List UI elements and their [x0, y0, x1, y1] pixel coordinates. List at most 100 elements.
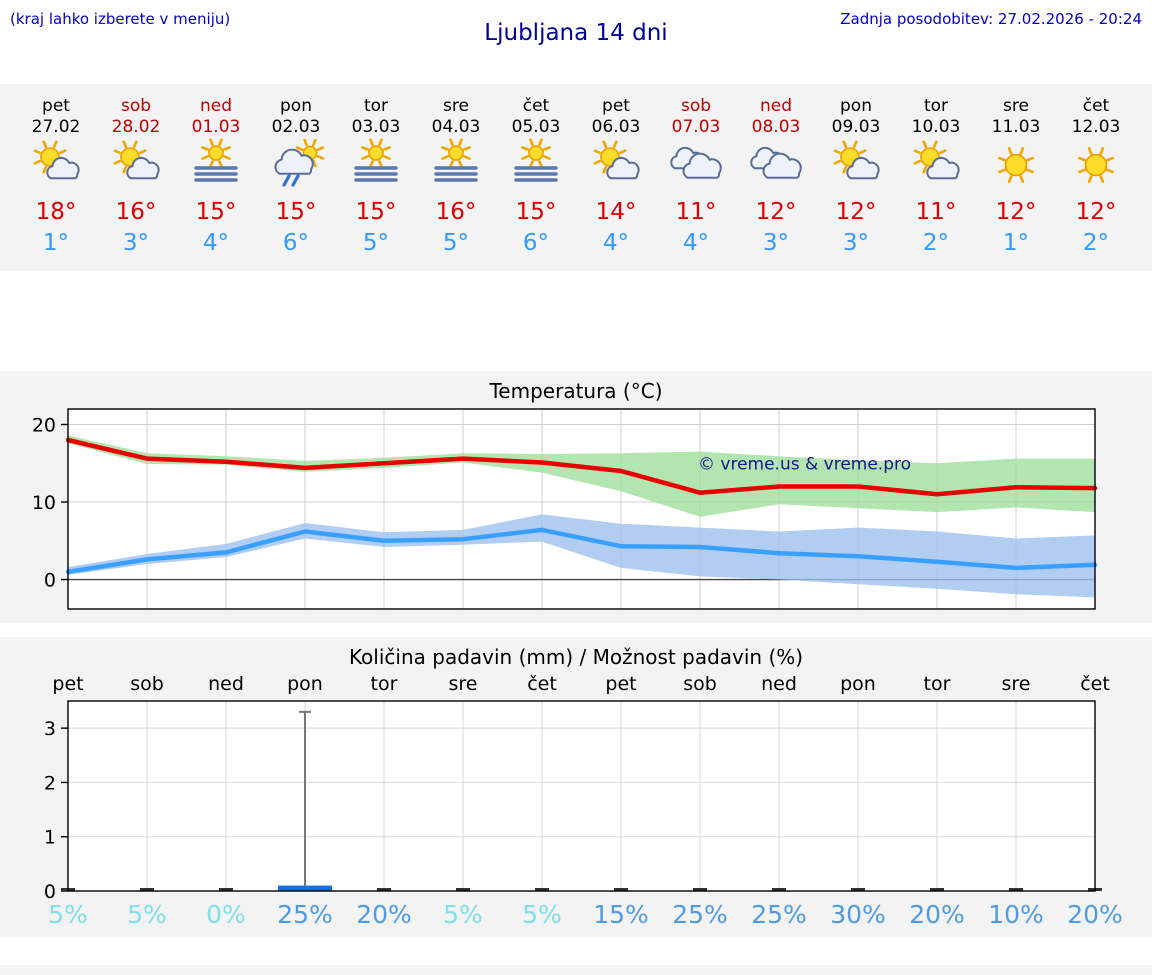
sun-icon	[1056, 141, 1136, 193]
temperature-chart: 0 10 20 © vreme.us & vreme.pro	[32, 408, 1098, 610]
footer-strip	[0, 965, 1152, 975]
day-column[interactable]: sre 11.03 12° 1°	[976, 96, 1056, 257]
svg-text:25%: 25%	[751, 900, 807, 929]
svg-text:5%: 5%	[522, 900, 562, 929]
day-name: pet	[602, 96, 630, 116]
svg-text:© vreme.us & vreme.pro: © vreme.us & vreme.pro	[698, 455, 911, 475]
svg-text:5%: 5%	[127, 900, 167, 929]
day-name: pet	[42, 96, 70, 116]
svg-text:30%: 30%	[830, 900, 886, 929]
day-name: čet	[522, 96, 550, 116]
svg-text:pet: pet	[52, 673, 83, 695]
day-max-temp: 18°	[35, 199, 77, 225]
svg-text:20%: 20%	[1067, 900, 1123, 929]
last-updated: Zadnja posodobitev: 27.02.2026 - 20:24	[840, 10, 1142, 28]
day-name: sre	[1003, 96, 1029, 116]
svg-text:tor: tor	[924, 673, 951, 695]
svg-text:10%: 10%	[988, 900, 1044, 929]
day-min-temp: 3°	[842, 230, 870, 256]
sun-fog-icon	[336, 138, 416, 193]
day-max-temp: 12°	[755, 199, 797, 225]
day-min-temp: 1°	[1002, 230, 1030, 256]
svg-text:0: 0	[44, 570, 56, 592]
day-min-temp: 2°	[922, 230, 950, 256]
day-date: 09.03	[831, 117, 881, 137]
svg-text:pon: pon	[287, 673, 323, 695]
day-column[interactable]: sob 07.03 11° 4°	[656, 96, 736, 257]
day-date: 28.02	[111, 117, 161, 137]
day-date: 01.03	[191, 117, 241, 137]
day-min-temp: 5°	[362, 230, 390, 256]
sun-fog-icon	[496, 138, 576, 193]
svg-text:pon: pon	[840, 673, 876, 695]
day-column[interactable]: pet 06.03 14° 4°	[576, 96, 656, 257]
day-date: 05.03	[511, 117, 561, 137]
day-date: 06.03	[591, 117, 641, 137]
svg-text:čet: čet	[527, 673, 557, 695]
svg-text:0: 0	[44, 881, 56, 903]
day-max-temp: 15°	[515, 199, 557, 225]
day-max-temp: 12°	[995, 199, 1037, 225]
day-column[interactable]: tor 03.03 15° 5°	[336, 96, 416, 257]
svg-text:sob: sob	[130, 673, 164, 695]
svg-text:5%: 5%	[443, 900, 483, 929]
sun-cloud-icon	[576, 140, 656, 193]
day-column[interactable]: sob 28.02 16° 3°	[96, 96, 176, 257]
top-bar: (kraj lahko izberete v meniju) Ljubljana…	[0, 0, 1152, 84]
svg-text:ned: ned	[208, 673, 244, 695]
day-min-temp: 6°	[282, 230, 310, 256]
day-column[interactable]: pet 27.02 18° 1°	[16, 96, 96, 257]
precip-chart-title: Količina padavin (mm) / Možnost padavin …	[348, 645, 804, 669]
sun-rain-icon	[256, 138, 336, 193]
svg-text:2: 2	[44, 772, 56, 794]
day-name: sre	[443, 96, 469, 116]
day-min-temp: 3°	[762, 230, 790, 256]
day-date: 04.03	[431, 117, 481, 137]
svg-text:pet: pet	[605, 673, 636, 695]
day-max-temp: 11°	[915, 199, 957, 225]
svg-text:25%: 25%	[277, 900, 333, 929]
page-title: Ljubljana 14 dni	[484, 20, 668, 46]
svg-text:0%: 0%	[206, 900, 246, 929]
temperature-chart-title: Temperatura (°C)	[489, 379, 663, 403]
day-column[interactable]: pon 09.03 12° 3°	[816, 96, 896, 257]
sun-icon	[976, 141, 1056, 193]
day-name: tor	[363, 96, 389, 116]
day-date: 12.03	[1071, 117, 1121, 137]
sun-fog-icon	[176, 138, 256, 193]
svg-text:15%: 15%	[593, 900, 649, 929]
day-min-temp: 4°	[202, 230, 230, 256]
day-max-temp: 16°	[115, 199, 157, 225]
day-date: 02.03	[271, 117, 321, 137]
day-min-temp: 5°	[442, 230, 470, 256]
sun-cloud-icon	[816, 140, 896, 193]
day-column[interactable]: tor 10.03 11° 2°	[896, 96, 976, 257]
day-name: pon	[840, 96, 872, 116]
day-name: čet	[1082, 96, 1110, 116]
day-name: ned	[759, 96, 793, 116]
day-column[interactable]: pon 02.03 15° 6°	[256, 96, 336, 257]
day-column[interactable]: ned 08.03 12° 3°	[736, 96, 816, 257]
forecast-strip: pet 27.02 18° 1° sob 28.02 16° 3° ned 01.03 15° 4° p…	[0, 84, 1152, 271]
svg-text:5%: 5%	[48, 900, 88, 929]
day-name: pon	[280, 96, 312, 116]
day-max-temp: 11°	[675, 199, 717, 225]
day-max-temp: 16°	[435, 199, 477, 225]
svg-text:20%: 20%	[909, 900, 965, 929]
clouds-icon	[736, 141, 816, 193]
svg-text:1: 1	[44, 827, 56, 849]
day-min-temp: 2°	[1082, 230, 1110, 256]
day-column[interactable]: sre 04.03 16° 5°	[416, 96, 496, 257]
day-name: sob	[120, 96, 152, 116]
day-column[interactable]: ned 01.03 15° 4°	[176, 96, 256, 257]
day-min-temp: 1°	[42, 230, 70, 256]
precipitation-chart: pet sob ned pon tor sre čet pet sob ned pon tor sre č…	[44, 673, 1123, 929]
svg-text:tor: tor	[371, 673, 398, 695]
svg-text:3: 3	[44, 718, 56, 740]
day-column[interactable]: čet 05.03 15° 6°	[496, 96, 576, 257]
day-max-temp: 12°	[1075, 199, 1117, 225]
day-date: 27.02	[31, 117, 81, 137]
day-column[interactable]: čet 12.03 12° 2°	[1056, 96, 1136, 257]
sun-fog-icon	[416, 138, 496, 193]
sun-cloud-icon	[16, 140, 96, 193]
